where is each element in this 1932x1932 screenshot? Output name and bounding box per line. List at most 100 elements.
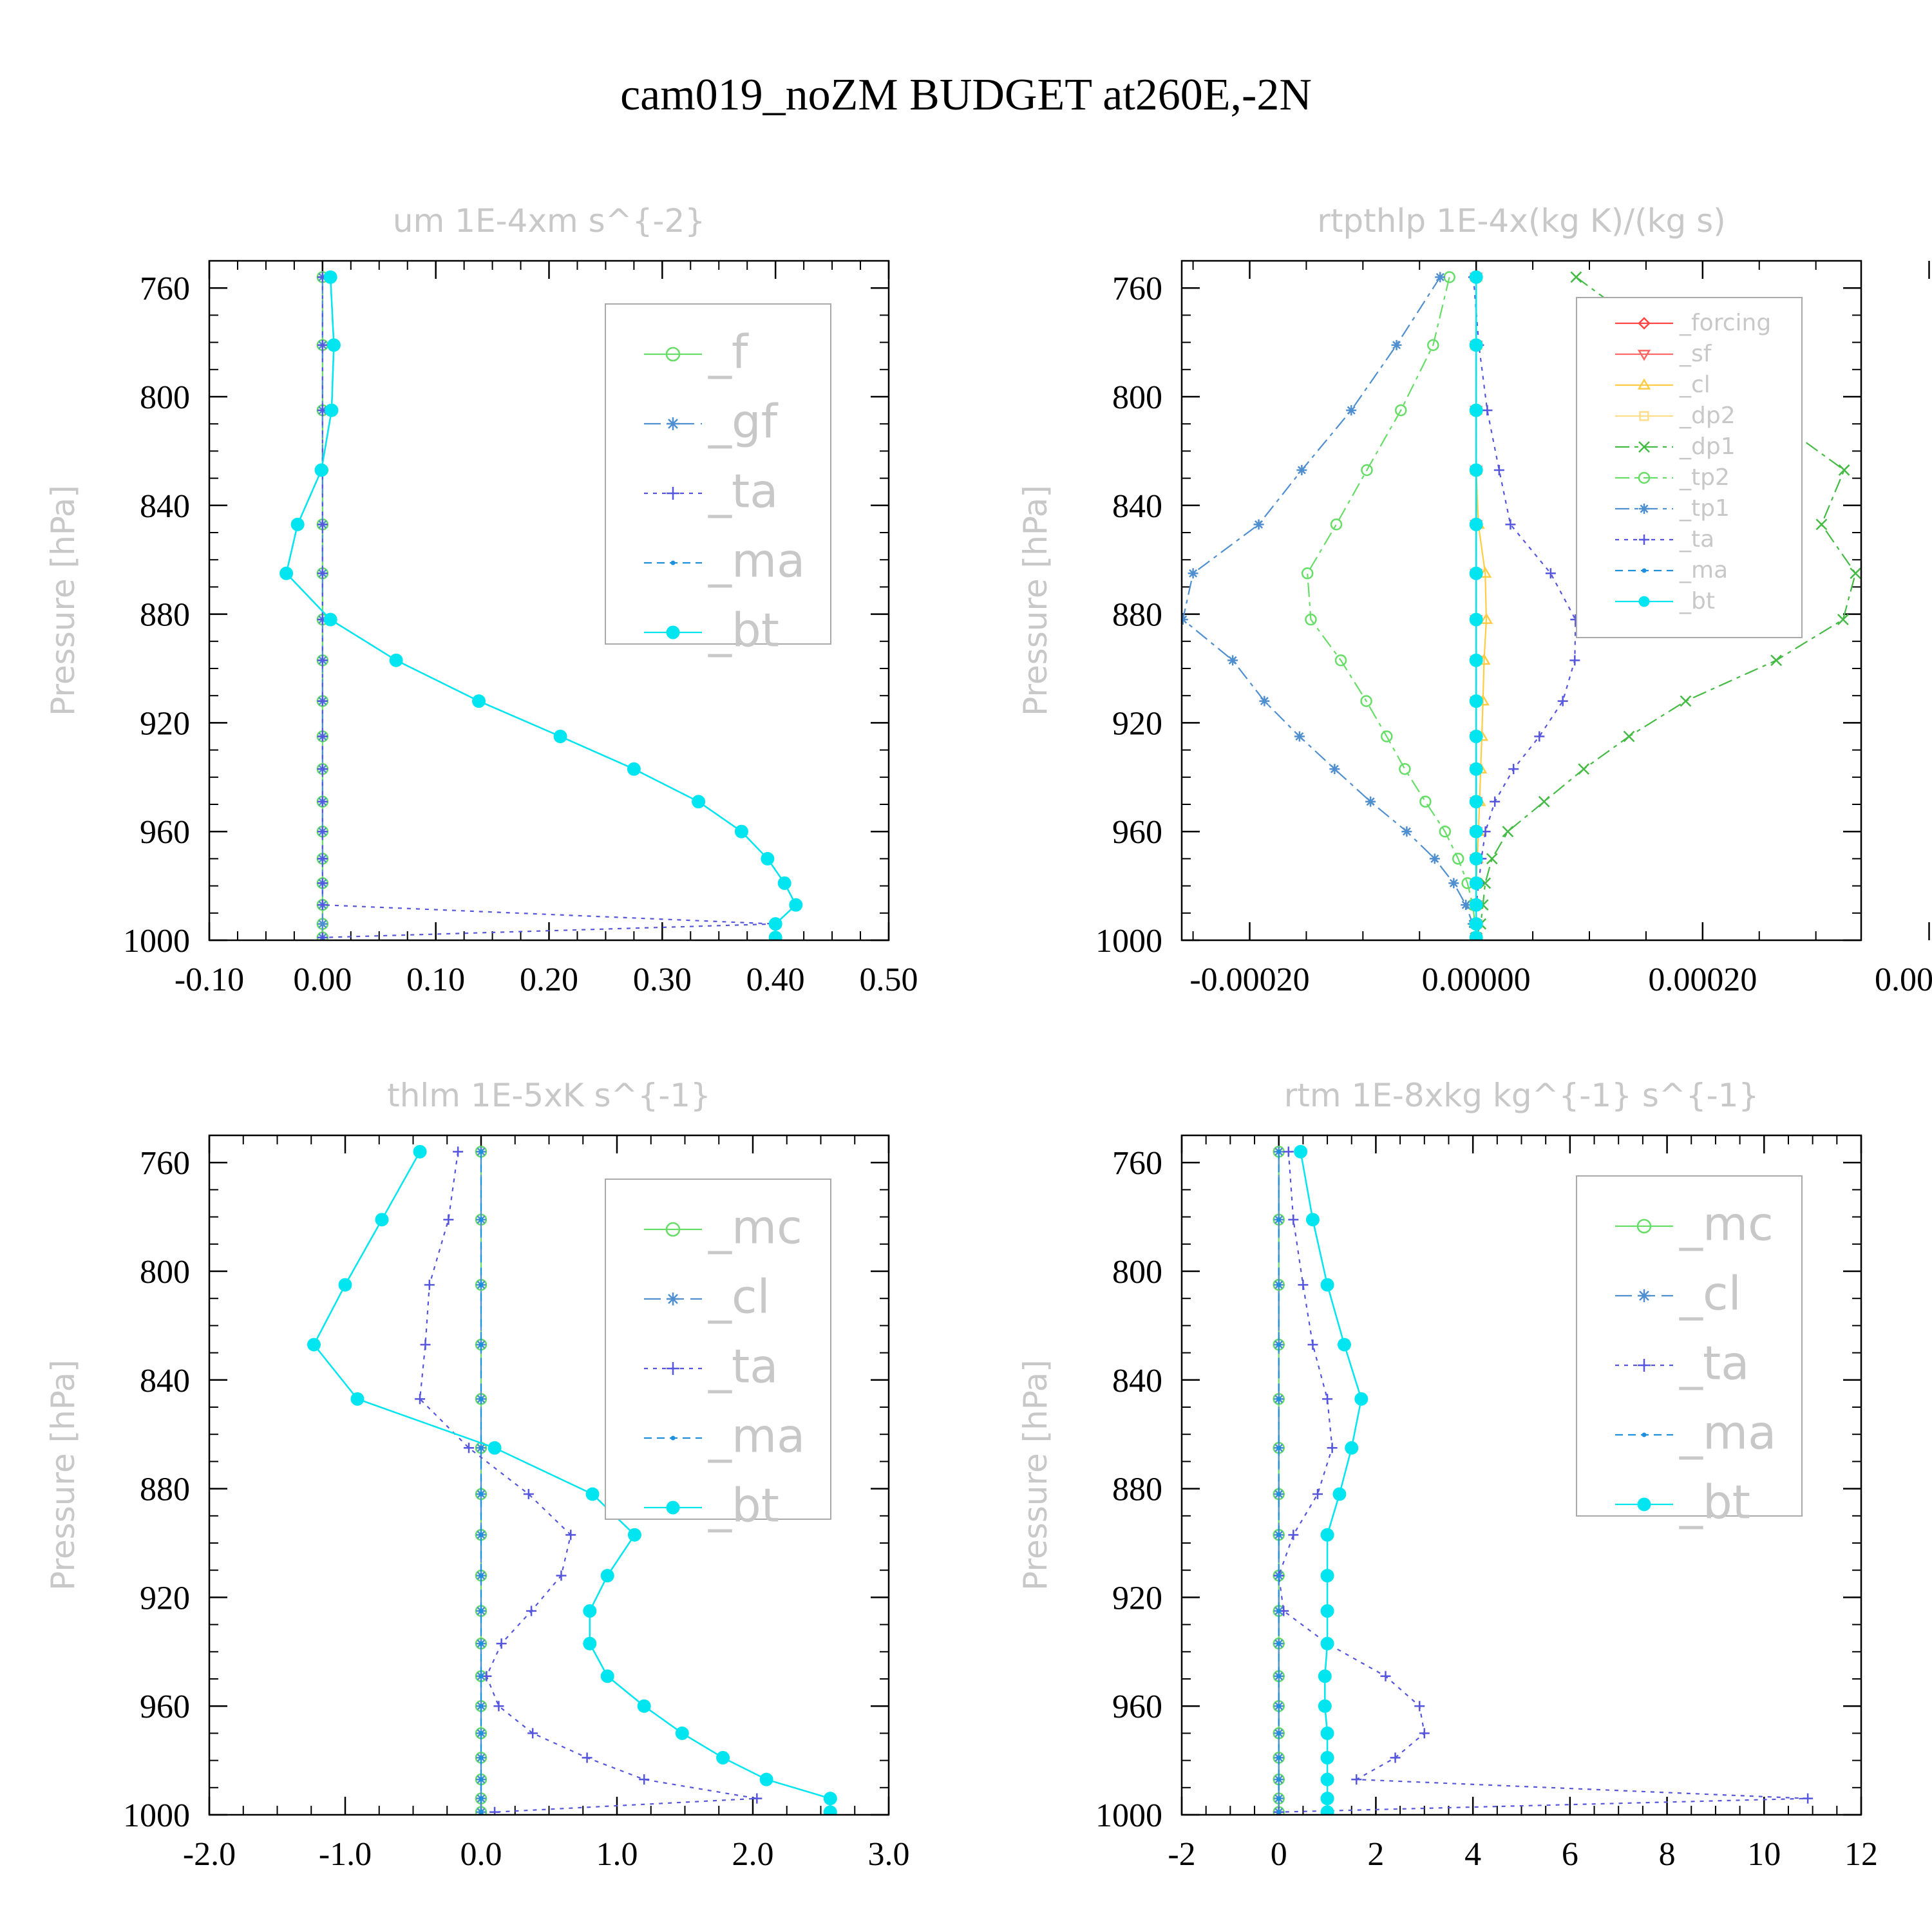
data-point xyxy=(478,1396,484,1401)
data-point xyxy=(1294,731,1305,742)
data-point xyxy=(413,1144,427,1159)
data-point xyxy=(637,1699,651,1713)
data-point xyxy=(478,1342,484,1347)
data-point xyxy=(1479,612,1493,624)
data-point xyxy=(1429,853,1440,864)
data-point xyxy=(1276,1445,1282,1450)
data-point xyxy=(1469,403,1483,417)
y-tick-label: 800 xyxy=(140,379,190,416)
y-tick-label: 760 xyxy=(140,270,190,307)
legend-marker xyxy=(1637,1497,1651,1511)
data-point xyxy=(1351,1774,1362,1785)
data-point xyxy=(1298,1280,1309,1291)
data-point xyxy=(1288,1530,1299,1540)
data-point xyxy=(1569,655,1580,666)
data-point xyxy=(1320,1278,1334,1292)
y-tick-label: 1000 xyxy=(123,923,190,960)
series-line xyxy=(312,1151,831,1812)
data-point xyxy=(415,1394,426,1405)
legend-label: _cl xyxy=(1679,1267,1741,1321)
legend-label: _gf xyxy=(708,395,779,449)
data-point xyxy=(1469,612,1483,627)
data-point xyxy=(1312,1489,1323,1500)
y-tick-label: 920 xyxy=(1112,1580,1162,1616)
data-point xyxy=(1557,696,1568,706)
legend-label: _bt xyxy=(1679,588,1715,614)
data-point xyxy=(1320,1772,1334,1786)
legend-label: _tp2 xyxy=(1679,464,1730,491)
data-point xyxy=(478,1755,484,1760)
legend-marker xyxy=(666,1501,680,1515)
data-point xyxy=(1502,826,1514,838)
y-tick-label: 1000 xyxy=(123,1797,190,1834)
y-tick-label: 1000 xyxy=(1095,1797,1162,1834)
x-tick-label: -2 xyxy=(1168,1836,1195,1873)
series-ma xyxy=(1276,1149,1282,1815)
data-point xyxy=(692,795,706,809)
data-point xyxy=(493,1701,504,1712)
data-point xyxy=(317,878,328,889)
data-point xyxy=(443,1214,454,1225)
data-point xyxy=(1623,730,1635,743)
legend-label: _mc xyxy=(1679,1197,1774,1251)
x-tick-label: 0.20 xyxy=(520,961,578,998)
plot-frame xyxy=(1180,260,1862,942)
data-point xyxy=(317,826,328,837)
legend-marker xyxy=(1639,535,1649,545)
x-tick-label: 0.30 xyxy=(633,961,692,998)
data-point xyxy=(1803,1793,1814,1804)
data-point xyxy=(1469,851,1483,866)
data-point xyxy=(1486,853,1498,865)
data-point xyxy=(424,1280,435,1291)
data-point xyxy=(1419,795,1432,808)
data-point xyxy=(1469,795,1483,809)
legend-label: _dp2 xyxy=(1679,402,1736,429)
data-point xyxy=(1469,876,1483,890)
x-tick-label: 2 xyxy=(1367,1836,1384,1873)
data-point xyxy=(553,730,567,743)
data-point xyxy=(1276,1810,1282,1815)
data-point xyxy=(1461,900,1472,911)
data-point xyxy=(464,1443,475,1454)
data-point xyxy=(1469,824,1483,838)
series-bt xyxy=(279,270,803,940)
data-point xyxy=(1283,1146,1294,1157)
x-tick-label: 2.0 xyxy=(732,1836,774,1873)
data-point xyxy=(317,568,328,579)
legend-box xyxy=(605,1179,831,1520)
y-tick-label: 760 xyxy=(140,1145,190,1182)
data-point xyxy=(1545,568,1556,579)
data-point xyxy=(1394,404,1407,417)
data-point xyxy=(478,1796,484,1801)
data-point xyxy=(478,1149,484,1154)
data-point xyxy=(1320,1569,1334,1583)
y-tick-label: 880 xyxy=(1112,1472,1162,1508)
data-point xyxy=(307,1338,321,1352)
data-point xyxy=(1307,1339,1318,1350)
series-bt xyxy=(1294,1144,1368,1815)
x-tick-label: -2.0 xyxy=(183,1836,236,1873)
data-point xyxy=(1276,1755,1282,1760)
x-tick-label: 3.0 xyxy=(868,1836,910,1873)
x-tick-label: 8 xyxy=(1659,1836,1676,1873)
data-point xyxy=(777,876,791,890)
y-tick-label: 960 xyxy=(1112,1689,1162,1725)
y-tick-label: 760 xyxy=(1112,270,1162,307)
data-point xyxy=(1318,1699,1332,1713)
y-axis-label: Pressure [hPa] xyxy=(44,1359,82,1591)
data-point xyxy=(761,851,775,866)
data-point xyxy=(1276,1796,1282,1801)
data-point xyxy=(1334,654,1347,667)
legend-marker xyxy=(670,1435,676,1441)
data-point xyxy=(338,1278,352,1292)
legend: _mc _cl _ta _ma _bt xyxy=(1576,1175,1803,1530)
data-point xyxy=(1276,1492,1282,1497)
data-point xyxy=(768,917,782,931)
data-point xyxy=(496,1638,507,1649)
data-point xyxy=(1570,271,1582,283)
legend-label: _bt xyxy=(708,1479,779,1533)
data-point xyxy=(290,517,305,531)
legend-marker xyxy=(1638,317,1651,330)
data-point xyxy=(1490,796,1501,807)
legend-label: _f xyxy=(708,325,749,379)
